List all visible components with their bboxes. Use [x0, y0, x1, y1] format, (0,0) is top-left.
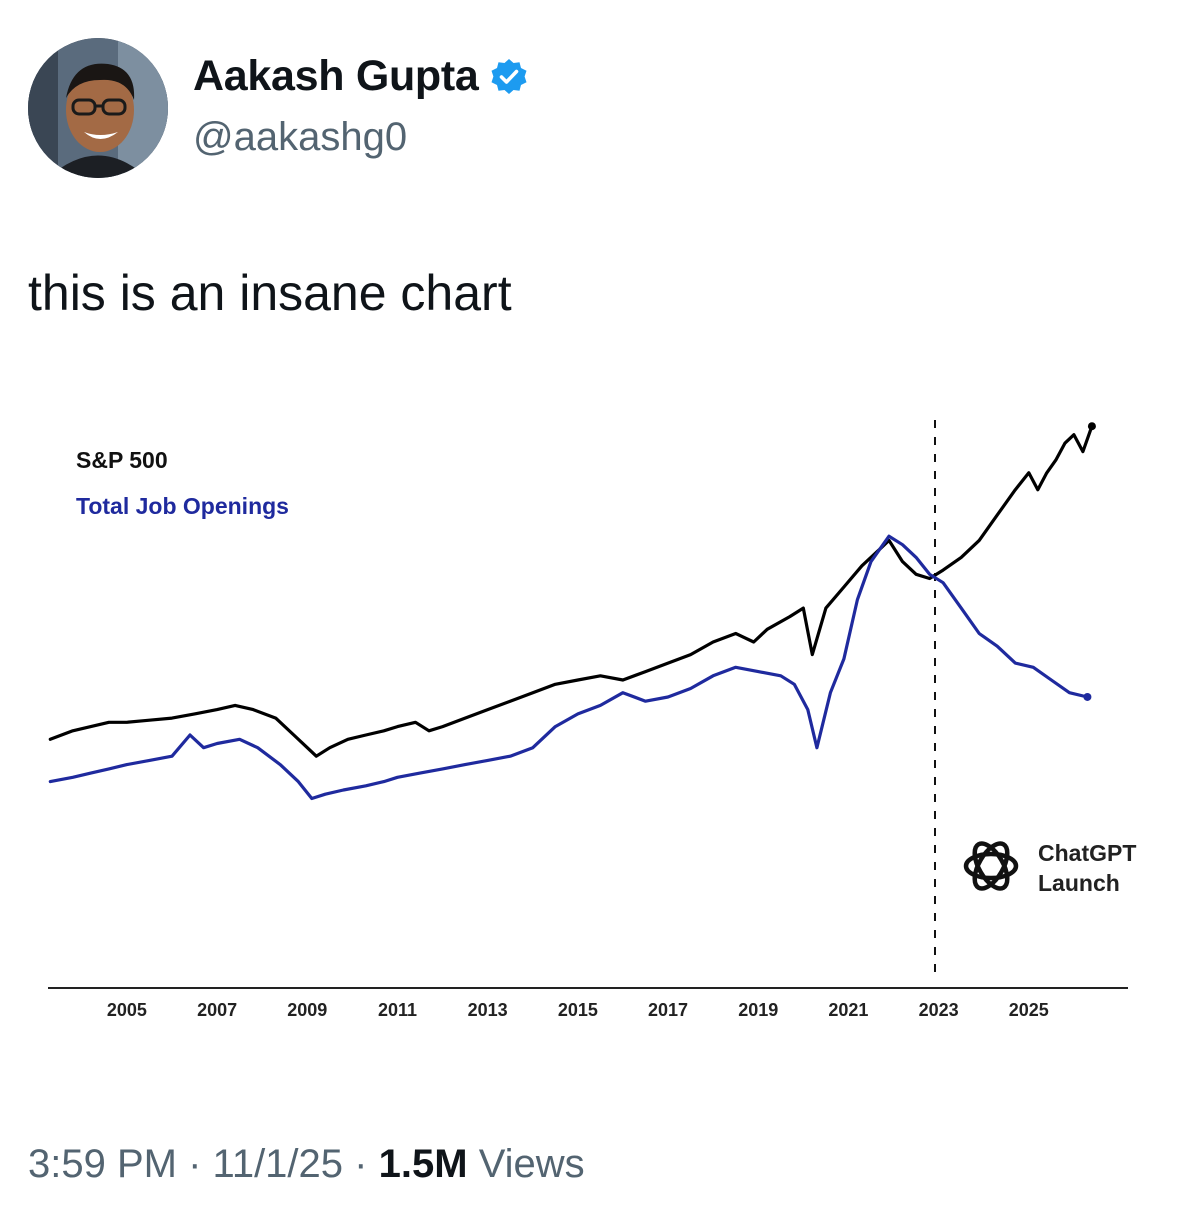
views-label[interactable]: Views [478, 1142, 585, 1186]
meta-separator: · [188, 1142, 202, 1186]
chart: 2005 2007 2009 2011 2013 2015 2017 2019 2021 2023… [0, 390, 1200, 1050]
author-handle[interactable]: @aakashg0 [193, 115, 408, 159]
x-tick-label: 2021 [828, 1000, 868, 1020]
tweet-text: this is an insane chart [28, 265, 512, 321]
annotation-line2: Launch [1038, 870, 1120, 896]
tweet-meta: 3:59 PM · 11/1/25 · 1.5M Views [28, 1142, 585, 1187]
series-line-sp500 [48, 424, 1094, 758]
legend-job-openings: Total Job Openings [76, 493, 289, 519]
series-end-point-job-openings [1083, 692, 1092, 701]
x-tick-label: 2015 [558, 1000, 598, 1020]
x-tick-label: 2009 [287, 1000, 327, 1020]
legend-sp500: S&P 500 [76, 447, 168, 473]
x-tick-label: 2025 [1009, 1000, 1049, 1020]
avatar-photo-icon [28, 38, 168, 178]
x-tick-label: 2019 [738, 1000, 778, 1020]
openai-logo-icon [958, 833, 1024, 899]
x-tick-label: 2023 [919, 1000, 959, 1020]
views-count[interactable]: 1.5M [378, 1142, 468, 1186]
avatar[interactable] [28, 38, 168, 178]
tweet-date[interactable]: 11/1/25 [212, 1142, 344, 1186]
author-name-row[interactable]: Aakash Gupta [193, 52, 529, 101]
x-tick-label: 2005 [107, 1000, 147, 1020]
meta-separator: · [354, 1142, 368, 1186]
series-line-job-openings [48, 534, 1089, 801]
annotation-label: ChatGPT Launch [1038, 838, 1136, 898]
x-tick-label: 2017 [648, 1000, 688, 1020]
tweet-time[interactable]: 3:59 PM [28, 1142, 177, 1186]
annotation-line1: ChatGPT [1038, 840, 1137, 866]
x-tick-label: 2013 [468, 1000, 508, 1020]
verified-badge-icon [489, 57, 529, 97]
series-end-point-sp500 [1087, 422, 1096, 431]
x-tick-label: 2007 [197, 1000, 237, 1020]
author-name[interactable]: Aakash Gupta [193, 52, 479, 100]
chart-canvas: 2005 2007 2009 2011 2013 2015 2017 2019 2021 2023… [48, 420, 1128, 1020]
x-tick-label: 2011 [378, 1000, 417, 1020]
